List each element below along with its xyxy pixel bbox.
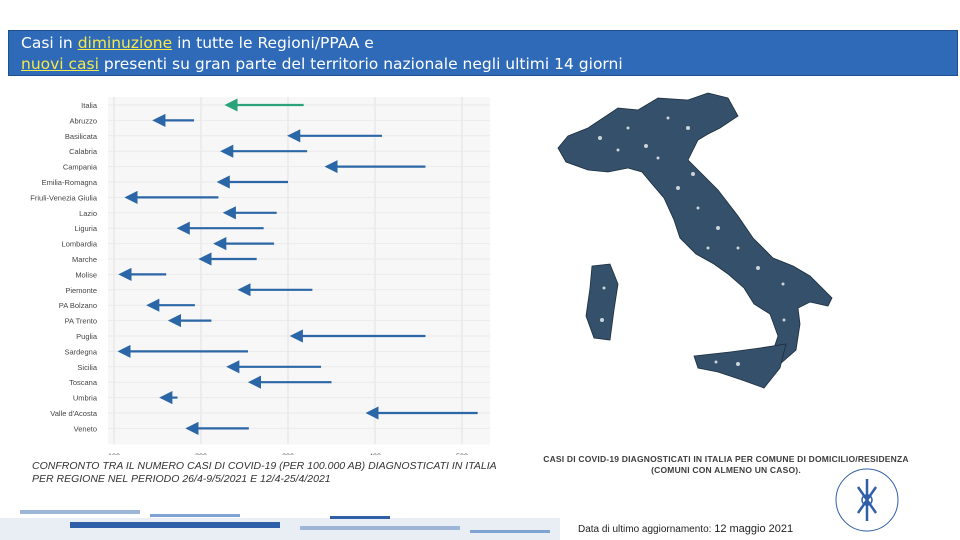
- category-label: Puglia: [76, 332, 98, 341]
- slide-header: Casi in diminuzione in tutte le Regioni/…: [8, 30, 958, 76]
- x-tick-label: 300: [282, 453, 294, 455]
- italy-mainland: [557, 92, 833, 365]
- category-label: Toscana: [69, 378, 98, 387]
- category-label: PA Trento: [65, 317, 97, 326]
- category-label: Sicilia: [77, 363, 97, 372]
- last-update: Data di ultimo aggiornamento: 12 maggio …: [578, 523, 793, 535]
- category-label: Marche: [72, 255, 97, 264]
- header-highlight: diminuzione: [77, 34, 173, 52]
- header-highlight: nuovi casi: [21, 55, 99, 73]
- header-text: in tutte le Regioni/PPAA e: [172, 34, 374, 52]
- last-update-date: 12 maggio 2021: [714, 523, 794, 535]
- map-title: CASI DI COVID-19 DIAGNOSTICATI IN ITALIA…: [540, 454, 912, 476]
- category-label: Friuli-Venezia Giulia: [30, 193, 98, 202]
- category-label: Italia: [81, 101, 98, 110]
- sicily: [693, 343, 787, 389]
- category-label: Valle d'Acosta: [50, 409, 98, 418]
- category-label: Umbria: [73, 394, 98, 403]
- italy-map: [557, 92, 833, 389]
- caption-line-1: CONFRONTO TRA IL NUMERO CASI DI COVID-19…: [32, 460, 497, 472]
- category-label: Abruzzo: [69, 116, 97, 125]
- category-label: Basilicata: [65, 132, 98, 141]
- decorative-bar: [0, 510, 560, 540]
- x-tick-label: 500: [456, 453, 468, 455]
- category-label: Emilia-Romagna: [42, 178, 98, 187]
- map-title-line-2: (COMUNI CON ALMENO UN CASO).: [651, 465, 801, 475]
- x-tick-label: 400: [369, 453, 381, 455]
- municipality-speckle: [598, 116, 786, 366]
- chart-caption: CONFRONTO TRA IL NUMERO CASI DI COVID-19…: [32, 460, 497, 486]
- iss-logo: [835, 468, 899, 532]
- header-line-2: nuovi casi presenti su gran parte del te…: [21, 55, 623, 73]
- plot-area: [108, 97, 490, 445]
- category-label: Lazio: [79, 209, 97, 218]
- category-label: Lombardia: [62, 240, 98, 249]
- sardinia: [585, 263, 619, 341]
- category-label: Liguria: [74, 224, 97, 233]
- x-tick-label: 100: [108, 453, 120, 455]
- header-text: Casi in: [21, 34, 78, 52]
- caption-line-2: PER REGIONE NEL PERIODO 26/4-9/5/2021 E …: [32, 473, 331, 485]
- map-title-line-1: CASI DI COVID-19 DIAGNOSTICATI IN ITALIA…: [543, 454, 909, 464]
- regional-comparison-chart: Italia Abruzzo Basilicata Calabria Campania E…: [30, 97, 490, 455]
- header-line-1: Casi in diminuzione in tutte le Regioni/…: [21, 34, 374, 52]
- category-label: Molise: [75, 270, 97, 279]
- category-label: Campania: [63, 163, 98, 172]
- last-update-label: Data di ultimo aggiornamento:: [578, 524, 712, 535]
- category-label: Piemonte: [65, 286, 97, 295]
- header-text: presenti su gran parte del territorio na…: [98, 55, 623, 73]
- category-label: Veneto: [74, 424, 97, 433]
- category-label: Calabria: [69, 147, 98, 156]
- category-label: Sardegna: [64, 347, 97, 356]
- x-tick-label: 200: [195, 453, 207, 455]
- category-label: PA Bolzano: [59, 301, 97, 310]
